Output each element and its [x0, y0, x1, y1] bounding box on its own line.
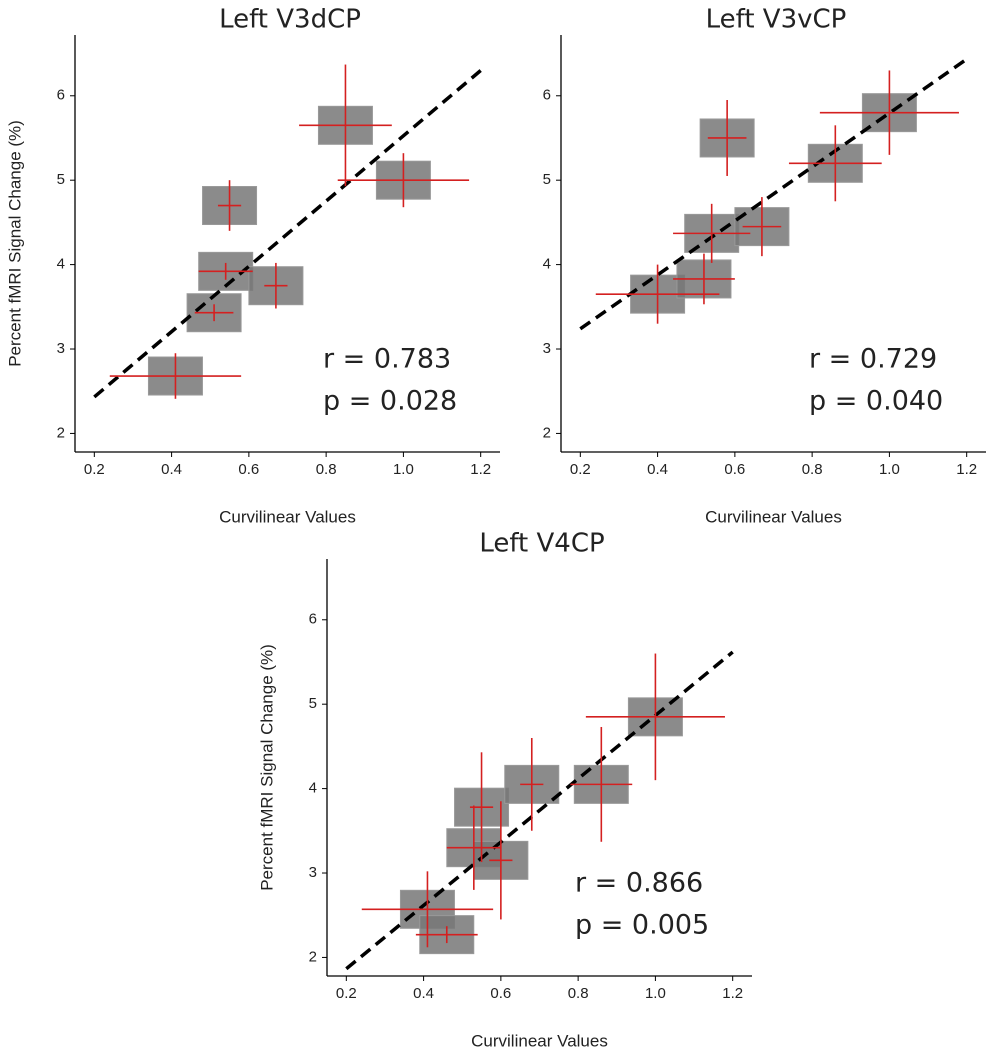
stat-annotation: p = 0.028: [323, 386, 457, 417]
x-tick-label: 0.4: [647, 461, 668, 478]
stat-annotation: p = 0.005: [575, 910, 709, 941]
y-axis-label: Percent fMRI Signal Change (%): [257, 644, 276, 891]
chart-title: Left V3vCP: [706, 5, 847, 35]
x-tick-label: 0.8: [316, 461, 337, 478]
x-tick-label: 1.0: [879, 461, 900, 478]
x-axis-label: Curvilinear Values: [471, 1031, 608, 1050]
x-tick-label: 1.2: [956, 461, 977, 478]
x-tick-label: 0.2: [336, 985, 357, 1002]
stat-annotation: r = 0.783: [323, 344, 451, 375]
x-tick-label: 0.2: [84, 461, 105, 478]
y-tick-label: 2: [309, 948, 317, 965]
x-tick-label: 1.2: [722, 985, 743, 1002]
x-tick-label: 0.8: [568, 985, 589, 1002]
stat-annotation: r = 0.866: [575, 868, 703, 899]
x-tick-label: 0.8: [802, 461, 823, 478]
x-tick-label: 1.0: [393, 461, 414, 478]
y-tick-label: 6: [543, 87, 551, 104]
x-tick-label: 1.2: [470, 461, 491, 478]
x-tick-label: 0.6: [724, 461, 745, 478]
fit-line: [93, 69, 482, 399]
x-tick-label: 0.4: [161, 461, 182, 478]
y-tick-label: 4: [543, 256, 551, 273]
y-tick-label: 4: [309, 780, 317, 797]
fit-line: [345, 650, 734, 971]
panel: Left V3dCP 0.2 0.4 0.6 0.8 1.0 1.2 2 3 4 5 6 Curvili…: [5, 5, 500, 526]
chart-title: Left V4CP: [479, 529, 604, 559]
y-tick-label: 6: [57, 87, 65, 104]
x-tick-label: 0.6: [238, 461, 259, 478]
panel: Left V3vCP 0.2 0.4 0.6 0.8 1.0 1.2 2 3 4 5 6 Curvili…: [543, 5, 986, 526]
y-tick-label: 3: [543, 340, 551, 357]
chart-title: Left V3dCP: [219, 5, 361, 35]
y-tick-label: 2: [57, 424, 65, 441]
y-tick-label: 6: [309, 611, 317, 628]
x-axis-label: Curvilinear Values: [705, 507, 842, 526]
x-tick-label: 0.4: [413, 985, 434, 1002]
y-tick-label: 3: [57, 340, 65, 357]
x-tick-label: 0.2: [570, 461, 591, 478]
x-axis-label: Curvilinear Values: [219, 507, 356, 526]
panel: Left V4CP 0.2 0.4 0.6 0.8 1.0 1.2 2 3 4 5 6 Curvilin…: [257, 529, 752, 1050]
x-tick-label: 1.0: [645, 985, 666, 1002]
y-tick-label: 3: [309, 864, 317, 881]
x-tick-label: 0.6: [490, 985, 511, 1002]
y-tick-label: 5: [57, 171, 65, 188]
y-tick-label: 5: [543, 171, 551, 188]
stat-annotation: p = 0.040: [809, 386, 943, 417]
stat-annotation: r = 0.729: [809, 344, 937, 375]
y-tick-label: 4: [57, 256, 65, 273]
fit-line: [579, 57, 968, 331]
y-tick-label: 5: [309, 695, 317, 712]
y-tick-label: 2: [543, 424, 551, 441]
y-axis-label: Percent fMRI Signal Change (%): [5, 120, 24, 367]
